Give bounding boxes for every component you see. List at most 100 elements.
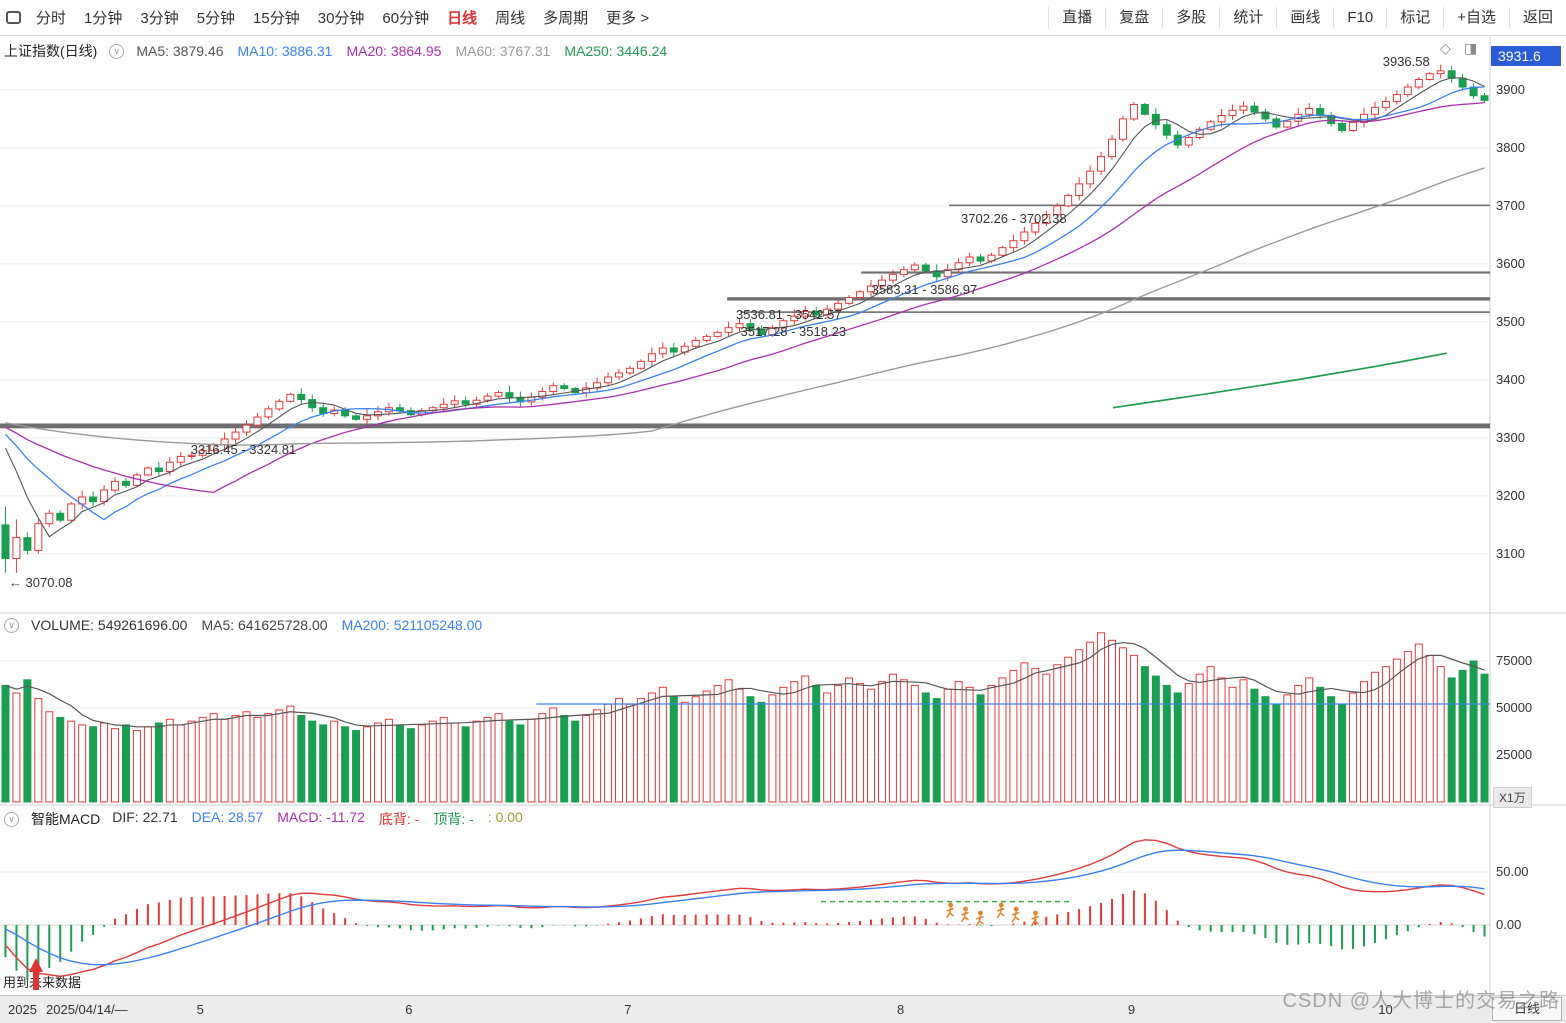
- volume-bar: [1381, 666, 1390, 803]
- toolbar-action[interactable]: 直播: [1048, 6, 1105, 29]
- bottom-date-bar: 2025 2025/04/14/— 5 6 7 8 9 10: [0, 995, 1566, 1023]
- volume-bar: [1370, 671, 1379, 803]
- split-square-icon[interactable]: ◨: [1464, 40, 1478, 56]
- volume-bar: [834, 684, 843, 803]
- candle-body: [1338, 123, 1347, 132]
- volume-bar: [1053, 664, 1062, 803]
- timeframe-tab[interactable]: 3分钟: [140, 10, 179, 27]
- gap-band-label: 3316.45 - 3324.81: [190, 442, 297, 458]
- volume-bar: [647, 692, 656, 803]
- gap-band-label: 3583.31 - 3586.97: [871, 281, 978, 297]
- timeframe-tab[interactable]: 周线: [495, 10, 526, 27]
- toolbar-action[interactable]: F10: [1333, 6, 1386, 29]
- candle-body: [23, 537, 32, 551]
- candle-body: [1239, 105, 1248, 111]
- volume-bar: [527, 718, 536, 803]
- volume-bar: [812, 684, 821, 803]
- volume-bar: [954, 681, 963, 803]
- collapse-icon[interactable]: ∨: [4, 617, 19, 633]
- collapse-icon[interactable]: ∨: [109, 43, 125, 59]
- ma250-line: [1112, 352, 1447, 409]
- indicator-value: MA200: 521105248.00: [341, 617, 483, 633]
- timeframe-tab[interactable]: 多周期: [543, 10, 589, 27]
- window-icon[interactable]: [6, 11, 21, 24]
- volume-bar: [625, 703, 634, 803]
- volume-bar: [154, 722, 163, 803]
- volume-bar: [899, 679, 908, 803]
- indicator-value: : 0.00: [487, 809, 523, 825]
- candle-body: [198, 450, 207, 456]
- timeframe-tab[interactable]: 日线: [447, 10, 478, 27]
- indicator-value: MA10: 3886.31: [237, 43, 333, 59]
- volume-bar: [724, 679, 733, 803]
- volume-bar: [604, 703, 613, 803]
- volume-bar: [1349, 692, 1358, 803]
- volume-bar: [308, 720, 317, 803]
- volume-bar: [165, 718, 174, 803]
- toolbar-action[interactable]: 标记: [1386, 6, 1443, 29]
- timeframe-tab[interactable]: 30分钟: [317, 10, 365, 27]
- volume-bar: [264, 713, 273, 803]
- toolbar-action[interactable]: 画线: [1276, 6, 1333, 29]
- candle-body: [89, 496, 98, 503]
- collapse-icon[interactable]: ∨: [4, 811, 19, 827]
- indicator-value: MA60: 3767.31: [455, 43, 551, 59]
- candle-body: [669, 347, 678, 353]
- candle-body: [1184, 136, 1193, 146]
- candle-body: [187, 454, 196, 457]
- volume-bar: [1140, 666, 1149, 803]
- candle-body: [1360, 113, 1369, 123]
- volume-bar: [1360, 681, 1369, 803]
- main-axis-label: 3800: [1496, 139, 1525, 155]
- timeframe-tab-bar: 分时 1分钟 3分钟 5分钟 15分钟 30分钟 60分钟 日线 周线 多周期 更多 >: [0, 7, 658, 28]
- month-label: 5: [196, 1002, 204, 1017]
- volume-bar: [297, 715, 306, 803]
- timeframe-tab[interactable]: 15分钟: [253, 10, 300, 27]
- volume-bar: [658, 686, 667, 803]
- volume-bar: [1228, 686, 1237, 803]
- candle-body: [1162, 124, 1171, 136]
- candle-body: [921, 264, 930, 272]
- year-label: 2025: [8, 1002, 37, 1017]
- candle-body: [691, 339, 700, 347]
- top-toolbar: 分时 1分钟 3分钟 5分钟 15分钟 30分钟 60分钟 日线 周线 多周期 更多 > 直播 复盘多…: [0, 0, 1566, 36]
- volume-bar: [1129, 654, 1138, 803]
- timeframe-tab[interactable]: 分时: [36, 10, 67, 27]
- runner-icon: [1030, 910, 1040, 927]
- indicator-value: MA20: 3864.95: [346, 43, 442, 59]
- timeframe-tab[interactable]: 更多 >: [606, 10, 650, 27]
- period-selector[interactable]: 日线: [1492, 997, 1562, 1021]
- candle-body: [1403, 86, 1412, 96]
- dif-line: [4, 839, 1485, 978]
- candle-body: [1250, 105, 1259, 113]
- timeframe-tab[interactable]: 5分钟: [196, 10, 236, 27]
- candle-body: [1009, 240, 1018, 249]
- candle-body: [165, 461, 174, 473]
- toolbar-action[interactable]: +自选: [1443, 6, 1509, 29]
- toolbar-action[interactable]: 统计: [1219, 6, 1276, 29]
- gap-band-label: 3702.26 - 3702.38: [961, 210, 1067, 226]
- volume-bar: [1108, 639, 1117, 803]
- volume-bar: [1064, 656, 1073, 803]
- runner-icon: [975, 910, 984, 927]
- volume-bar: [1, 684, 10, 803]
- toolbar-action[interactable]: 返回: [1508, 6, 1566, 29]
- volume-bar: [242, 711, 251, 803]
- volume-bar: [1294, 684, 1303, 803]
- volume-bar: [143, 726, 152, 803]
- volume-bar: [866, 688, 875, 803]
- diamond-icon[interactable]: ◇: [1440, 40, 1451, 56]
- volume-bar: [1173, 692, 1182, 803]
- timeframe-tab[interactable]: 1分钟: [84, 10, 123, 27]
- volume-bar: [1020, 662, 1029, 803]
- toolbar-action[interactable]: 多股: [1162, 6, 1219, 29]
- indicator-value: MA5: 3879.46: [136, 43, 224, 59]
- volume-bar: [921, 692, 930, 803]
- indicator-value: VOLUME: 549261696.00: [31, 617, 188, 633]
- volume-bar: [121, 724, 130, 803]
- peak-label: 3936.58: [1382, 54, 1430, 70]
- timeframe-tab[interactable]: 60分钟: [382, 10, 430, 27]
- volume-bar: [1447, 677, 1456, 803]
- toolbar-action[interactable]: 复盘: [1105, 6, 1162, 29]
